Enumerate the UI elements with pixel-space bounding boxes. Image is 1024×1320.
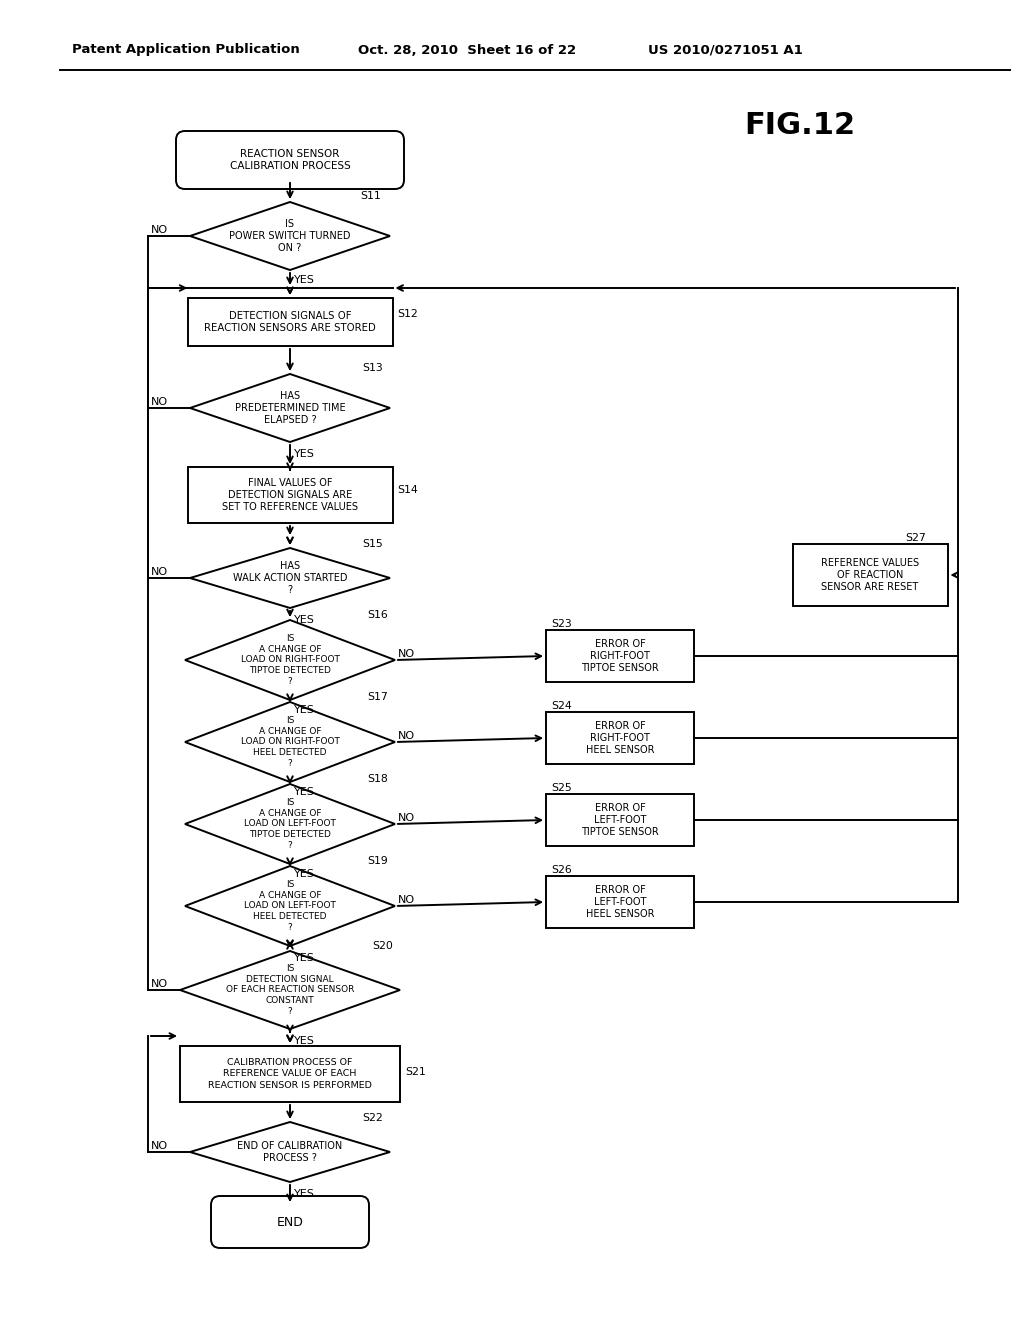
Text: S11: S11 — [360, 191, 381, 201]
Text: IS
POWER SWITCH TURNED
ON ?: IS POWER SWITCH TURNED ON ? — [229, 219, 351, 253]
Text: IS
DETECTION SIGNAL
OF EACH REACTION SENSOR
CONSTANT
?: IS DETECTION SIGNAL OF EACH REACTION SEN… — [226, 964, 354, 1016]
Text: YES: YES — [294, 787, 314, 797]
FancyBboxPatch shape — [546, 711, 694, 764]
Text: S19: S19 — [367, 855, 388, 866]
Text: REFERENCE VALUES
OF REACTION
SENSOR ARE RESET: REFERENCE VALUES OF REACTION SENSOR ARE … — [821, 557, 920, 593]
Text: YES: YES — [294, 449, 314, 459]
Text: CALIBRATION PROCESS OF
REFERENCE VALUE OF EACH
REACTION SENSOR IS PERFORMED: CALIBRATION PROCESS OF REFERENCE VALUE O… — [208, 1059, 372, 1089]
FancyBboxPatch shape — [176, 131, 404, 189]
Text: S16: S16 — [367, 610, 388, 620]
Text: IS
A CHANGE OF
LOAD ON RIGHT-FOOT
TIPTOE DETECTED
?: IS A CHANGE OF LOAD ON RIGHT-FOOT TIPTOE… — [241, 634, 339, 686]
FancyBboxPatch shape — [546, 876, 694, 928]
Text: IS
A CHANGE OF
LOAD ON RIGHT-FOOT
HEEL DETECTED
?: IS A CHANGE OF LOAD ON RIGHT-FOOT HEEL D… — [241, 715, 339, 768]
Text: S12: S12 — [397, 309, 418, 319]
Text: Oct. 28, 2010  Sheet 16 of 22: Oct. 28, 2010 Sheet 16 of 22 — [358, 44, 577, 57]
Text: S27: S27 — [905, 533, 927, 543]
Text: YES: YES — [294, 275, 314, 285]
Text: YES: YES — [294, 615, 314, 624]
Text: NO: NO — [151, 224, 168, 235]
Text: S22: S22 — [362, 1113, 383, 1123]
FancyBboxPatch shape — [187, 467, 392, 523]
Text: S17: S17 — [367, 692, 388, 702]
Text: DETECTION SIGNALS OF
REACTION SENSORS ARE STORED: DETECTION SIGNALS OF REACTION SENSORS AR… — [204, 310, 376, 333]
Text: REACTION SENSOR
CALIBRATION PROCESS: REACTION SENSOR CALIBRATION PROCESS — [229, 149, 350, 172]
Text: NO: NO — [398, 731, 415, 741]
Text: US 2010/0271051 A1: US 2010/0271051 A1 — [648, 44, 803, 57]
Text: S18: S18 — [367, 774, 388, 784]
Text: YES: YES — [294, 1036, 314, 1045]
Text: ERROR OF
LEFT-FOOT
HEEL SENSOR: ERROR OF LEFT-FOOT HEEL SENSOR — [586, 884, 654, 920]
FancyBboxPatch shape — [546, 630, 694, 682]
Text: NO: NO — [151, 397, 168, 407]
Text: Patent Application Publication: Patent Application Publication — [72, 44, 300, 57]
Text: S25: S25 — [551, 783, 571, 793]
Polygon shape — [185, 784, 395, 865]
Text: S26: S26 — [551, 865, 571, 875]
Text: S20: S20 — [372, 941, 393, 950]
Text: S24: S24 — [551, 701, 571, 711]
Text: S15: S15 — [362, 539, 383, 549]
Polygon shape — [190, 202, 390, 271]
Text: S13: S13 — [362, 363, 383, 374]
Text: NO: NO — [151, 568, 168, 577]
Text: IS
A CHANGE OF
LOAD ON LEFT-FOOT
HEEL DETECTED
?: IS A CHANGE OF LOAD ON LEFT-FOOT HEEL DE… — [244, 880, 336, 932]
Text: NO: NO — [398, 895, 415, 906]
Text: NO: NO — [151, 1140, 168, 1151]
Text: IS
A CHANGE OF
LOAD ON LEFT-FOOT
TIPTOE DETECTED
?: IS A CHANGE OF LOAD ON LEFT-FOOT TIPTOE … — [244, 799, 336, 850]
FancyBboxPatch shape — [793, 544, 947, 606]
Text: YES: YES — [294, 1189, 314, 1199]
Text: ERROR OF
LEFT-FOOT
TIPTOE SENSOR: ERROR OF LEFT-FOOT TIPTOE SENSOR — [582, 803, 658, 837]
Text: NO: NO — [398, 649, 415, 659]
FancyBboxPatch shape — [211, 1196, 369, 1247]
Polygon shape — [190, 1122, 390, 1181]
Text: ERROR OF
RIGHT-FOOT
HEEL SENSOR: ERROR OF RIGHT-FOOT HEEL SENSOR — [586, 721, 654, 755]
Polygon shape — [185, 866, 395, 946]
Text: S23: S23 — [551, 619, 571, 630]
Text: S21: S21 — [406, 1067, 426, 1077]
Text: ERROR OF
RIGHT-FOOT
TIPTOE SENSOR: ERROR OF RIGHT-FOOT TIPTOE SENSOR — [582, 639, 658, 673]
Text: S14: S14 — [397, 484, 418, 495]
Text: NO: NO — [151, 979, 168, 989]
Polygon shape — [185, 702, 395, 781]
Polygon shape — [185, 620, 395, 700]
Text: HAS
WALK ACTION STARTED
?: HAS WALK ACTION STARTED ? — [232, 561, 347, 595]
Text: END: END — [276, 1216, 303, 1229]
FancyBboxPatch shape — [546, 795, 694, 846]
FancyBboxPatch shape — [187, 298, 392, 346]
Text: NO: NO — [398, 813, 415, 822]
Text: YES: YES — [294, 869, 314, 879]
Polygon shape — [190, 374, 390, 442]
Polygon shape — [190, 548, 390, 609]
Text: YES: YES — [294, 705, 314, 715]
Text: END OF CALIBRATION
PROCESS ?: END OF CALIBRATION PROCESS ? — [238, 1140, 343, 1163]
Text: FINAL VALUES OF
DETECTION SIGNALS ARE
SET TO REFERENCE VALUES: FINAL VALUES OF DETECTION SIGNALS ARE SE… — [222, 478, 358, 512]
Text: YES: YES — [294, 953, 314, 964]
FancyBboxPatch shape — [180, 1045, 400, 1102]
Text: HAS
PREDETERMINED TIME
ELAPSED ?: HAS PREDETERMINED TIME ELAPSED ? — [234, 391, 345, 425]
Polygon shape — [180, 950, 400, 1030]
Text: FIG.12: FIG.12 — [744, 111, 856, 140]
